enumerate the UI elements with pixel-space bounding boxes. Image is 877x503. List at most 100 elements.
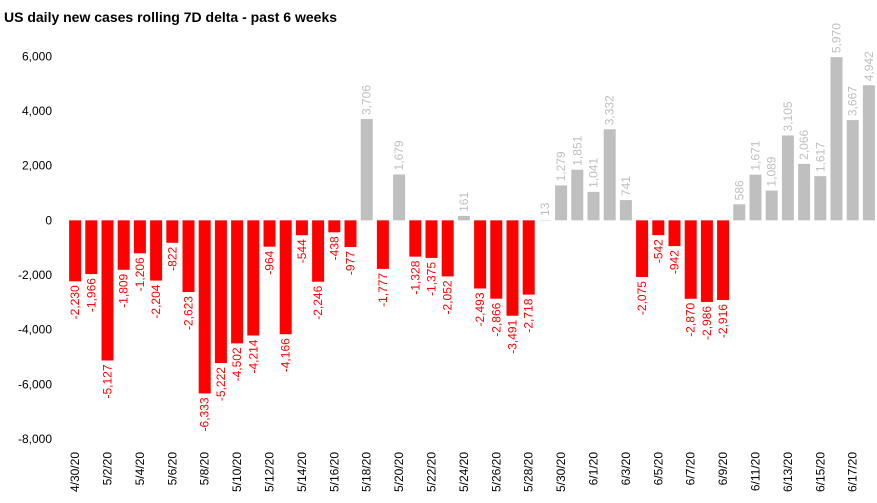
y-tick-label: 2,000 [22,159,52,173]
x-tick-label: 6/7/20 [684,452,698,486]
bar [312,220,325,282]
bar [231,220,244,344]
x-tick-label: 4/30/20 [68,452,82,492]
x-tick-label: 5/12/20 [263,452,277,492]
bar [457,215,470,221]
bar [571,169,584,221]
data-label: -2,870 [684,302,698,336]
data-label: -2,075 [635,281,649,315]
x-tick-label: 6/9/20 [716,452,730,486]
x-tick-label: 5/14/20 [295,452,309,492]
data-label: -544 [295,239,309,263]
data-label: -2,204 [149,284,163,318]
data-label: -2,493 [473,292,487,326]
bar [846,120,859,221]
bar [425,220,438,258]
x-tick-label: 6/1/20 [587,452,601,486]
y-tick-label: 6,000 [22,49,52,63]
data-label: -1,375 [425,262,439,296]
data-label: -1,809 [117,273,131,307]
data-label: 5,970 [830,23,844,53]
bar [668,220,681,247]
x-tick-label: 5/20/20 [392,452,406,492]
y-tick-label: 0 [45,213,52,227]
bar [295,220,308,236]
bar [781,135,794,221]
data-label: 1,851 [570,135,584,165]
y-tick-label: -8,000 [18,432,52,446]
bar [263,220,276,247]
data-label: 1,679 [392,140,406,170]
bar [117,220,130,270]
x-tick-label: 5/6/20 [165,452,179,486]
data-label: -3,491 [506,319,520,353]
bar [376,220,389,269]
bar [700,220,713,302]
data-label: 1,041 [587,158,601,188]
data-label: -4,502 [230,347,244,381]
bar [69,220,82,282]
x-tick-label: 6/13/20 [781,452,795,492]
data-label: -2,916 [716,304,730,338]
bar [652,220,665,236]
x-tick-label: 5/4/20 [133,452,147,486]
data-label: -5,127 [101,364,115,398]
y-tick-label: 4,000 [22,104,52,118]
x-tick-label: 5/28/20 [522,452,536,492]
data-label: 1,279 [554,151,568,181]
data-label: 586 [732,180,746,200]
bar [830,57,843,221]
bar [198,220,211,394]
bar [393,174,406,221]
x-tick-label: 5/22/20 [425,452,439,492]
data-label: -2,986 [700,306,714,340]
data-label: 3,105 [781,101,795,131]
data-label: 3,667 [846,86,860,116]
data-label: -964 [263,250,277,274]
bar [619,200,632,221]
bar [733,204,746,221]
x-tick-label: 5/24/20 [457,452,471,492]
data-label: 1,671 [749,140,763,170]
bar [101,220,114,361]
x-tick-label: 6/17/20 [846,452,860,492]
data-label: -5,222 [214,367,228,401]
bar [798,163,811,221]
data-label: -2,718 [522,298,536,332]
data-label: 161 [457,192,471,212]
bar [587,191,600,221]
bar [247,220,260,336]
data-label: -6,333 [198,397,212,431]
x-tick-label: 5/10/20 [230,452,244,492]
bar [85,220,98,275]
data-label: -977 [344,251,358,275]
x-tick-label: 6/3/20 [619,452,633,486]
x-tick-label: 5/2/20 [101,452,115,486]
bar [506,220,519,316]
x-tick-label: 6/11/20 [749,452,763,491]
data-label: 1,617 [813,142,827,172]
bar [490,220,503,299]
bar [603,129,616,221]
x-tick-label: 6/15/20 [813,452,827,492]
data-label: 3,706 [360,85,374,115]
data-label: 3,332 [603,95,617,125]
data-label: -2,246 [311,285,325,319]
x-tick-label: 5/16/20 [327,452,341,492]
bar [328,220,341,233]
bar [279,220,292,335]
y-tick-label: -6,000 [18,377,52,391]
bar [717,220,730,301]
bar [765,190,778,221]
bar [409,220,422,257]
bar [441,220,454,277]
bar [214,220,227,364]
data-label: -2,052 [441,280,455,314]
bar [474,220,487,289]
data-label: -438 [327,236,341,260]
x-tick-label: 6/5/20 [651,452,665,486]
data-label: -4,166 [279,338,293,372]
bar [749,174,762,221]
bar [150,220,163,281]
data-label: 741 [619,176,633,196]
